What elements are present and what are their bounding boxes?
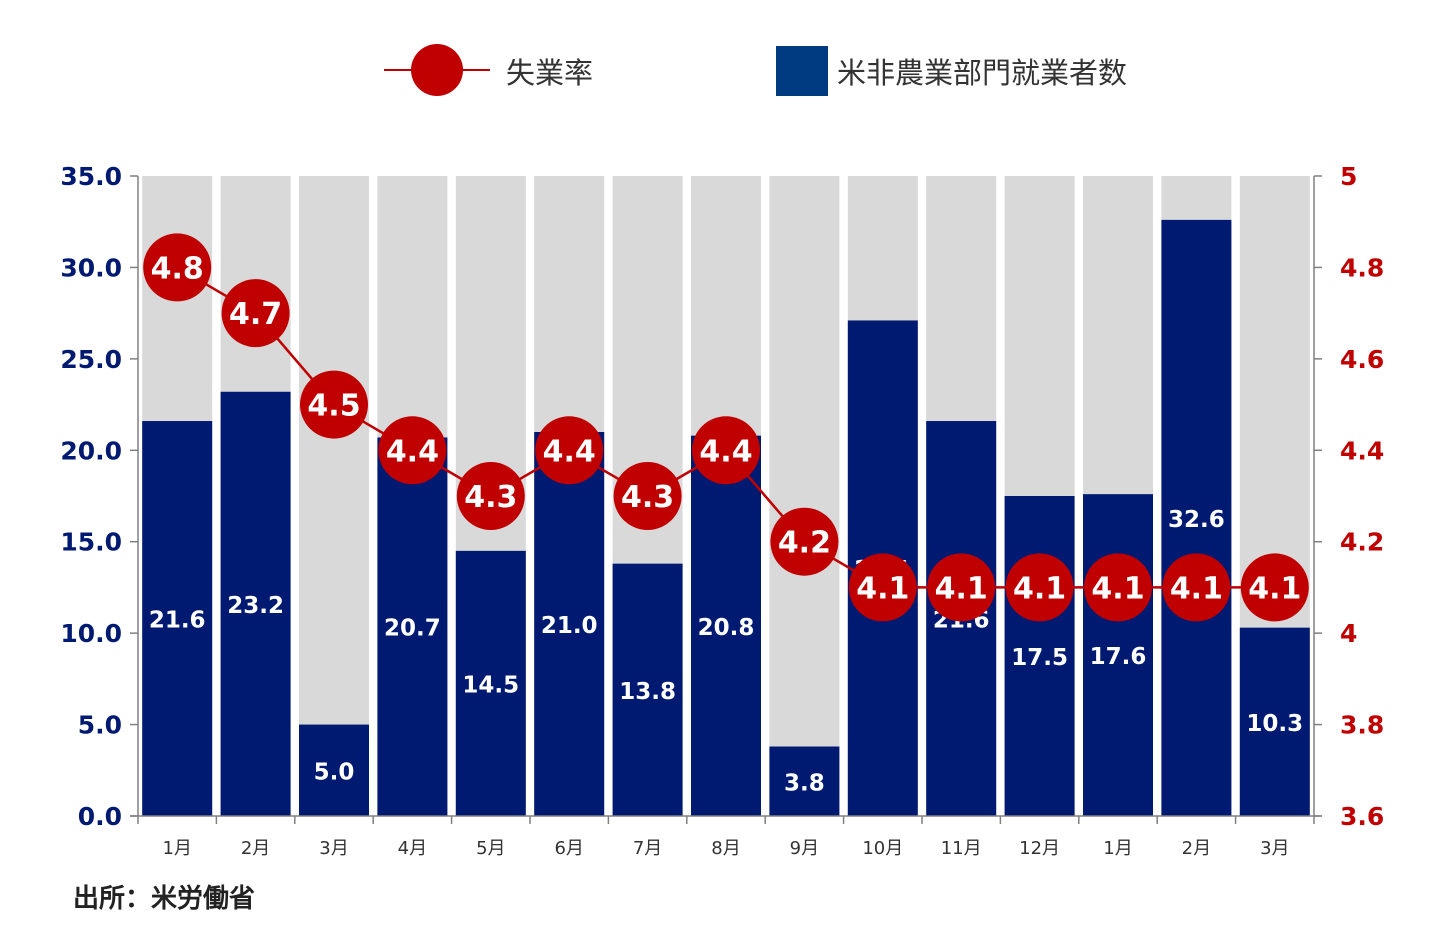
- right-tick-label: 4.6: [1340, 345, 1384, 374]
- x-tick-label: 4月: [398, 838, 427, 859]
- unemployment-point: [143, 233, 212, 302]
- unemployment-point: [770, 507, 839, 576]
- legend-label-unemployment: 失業率: [506, 56, 594, 90]
- bar-value-label: 10.3: [1246, 711, 1303, 737]
- legend-label-payrolls: 米非農業部門就業者数: [837, 56, 1128, 90]
- bar-value-label: 17.6: [1090, 644, 1147, 670]
- legend-circle-marker: [411, 44, 463, 96]
- unemployment-value-label: 4.7: [229, 297, 282, 332]
- x-tick-label: 11月: [941, 838, 982, 859]
- unemployment-value-label: 4.8: [151, 251, 204, 286]
- bar-value-label: 20.7: [384, 616, 441, 642]
- unemployment-value-label: 4.3: [621, 480, 674, 515]
- left-tick-label: 20.0: [60, 436, 122, 465]
- source-note: 出所：米労働省: [73, 884, 256, 914]
- unemployment-value-label: 4.1: [1013, 571, 1066, 606]
- bar-value-label: 32.6: [1168, 507, 1225, 533]
- unemployment-value-label: 4.1: [1170, 571, 1223, 606]
- bar: [1239, 627, 1310, 816]
- bar: [299, 724, 369, 816]
- x-tick-label: 5月: [476, 838, 505, 859]
- unemployment-value-label: 4.2: [778, 526, 831, 561]
- x-tick-label: 3月: [1260, 838, 1289, 859]
- left-tick-label: 15.0: [60, 528, 122, 557]
- unemployment-value-label: 4.4: [699, 434, 752, 469]
- left-tick-label: 10.0: [60, 619, 122, 648]
- x-tick-label: 3月: [319, 838, 348, 859]
- unemployment-point: [300, 370, 368, 439]
- right-tick-label: 3.8: [1340, 711, 1384, 740]
- bar: [455, 550, 526, 816]
- unemployment-point: [692, 416, 760, 485]
- unemployment-value-label: 4.1: [1091, 571, 1144, 606]
- unemployment-point: [1240, 553, 1309, 622]
- left-tick-label: 0.0: [78, 802, 122, 831]
- legend-item-unemployment: 失業率: [0, 42, 700, 98]
- bar: [220, 391, 291, 816]
- right-tick-label: 4: [1340, 619, 1357, 648]
- bar: [1083, 494, 1153, 816]
- left-tick-label: 25.0: [60, 345, 122, 374]
- bar-background: [299, 176, 369, 816]
- unemployment-value-label: 4.1: [935, 571, 988, 606]
- right-tick-label: 4.4: [1340, 436, 1384, 465]
- left-tick-label: 30.0: [60, 253, 122, 282]
- x-tick-label: 2月: [241, 838, 270, 859]
- unemployment-point: [927, 553, 996, 622]
- bar: [769, 746, 840, 816]
- bar: [612, 563, 683, 816]
- unemployment-point: [378, 416, 447, 485]
- bar-value-label: 3.8: [784, 770, 825, 796]
- right-tick-label: 4.8: [1340, 253, 1384, 282]
- x-tick-label: 12月: [1019, 838, 1060, 859]
- bar: [377, 437, 448, 816]
- legend-square-marker: [776, 46, 828, 96]
- bar: [142, 421, 213, 816]
- unemployment-value-label: 4.4: [543, 434, 596, 469]
- unemployment-point: [848, 553, 917, 622]
- bar-background: [769, 176, 840, 816]
- legend-item-payrolls: 米非農業部門就業者数: [700, 42, 1448, 98]
- right-tick-label: 5: [1340, 162, 1357, 191]
- left-tick-label: 5.0: [78, 711, 122, 740]
- bar: [534, 432, 605, 816]
- bar-value-label: 23.2: [227, 593, 284, 619]
- bar-value-label: 5.0: [314, 759, 355, 785]
- bar-value-label: 21.6: [149, 608, 206, 634]
- unemployment-value-label: 4.4: [386, 434, 439, 469]
- unemployment-point: [221, 279, 290, 348]
- x-tick-label: 9月: [790, 838, 819, 859]
- unemployment-value-label: 4.1: [856, 571, 909, 606]
- x-tick-label: 1月: [162, 838, 191, 859]
- unemployment-point: [1162, 553, 1231, 622]
- unemployment-point: [1084, 553, 1152, 622]
- bar-value-label: 14.5: [462, 672, 519, 698]
- bar: [1004, 496, 1075, 816]
- x-tick-label: 8月: [711, 838, 740, 859]
- unemployment-point: [613, 462, 682, 530]
- bar-value-label: 20.8: [698, 615, 755, 641]
- unemployment-value-label: 4.1: [1248, 571, 1301, 606]
- legend: 失業率 米非農業部門就業者数: [0, 42, 1448, 98]
- x-tick-label: 10月: [862, 838, 903, 859]
- right-tick-label: 3.6: [1340, 802, 1384, 831]
- bar-value-label: 17.5: [1011, 645, 1068, 671]
- left-tick-label: 35.0: [60, 162, 122, 191]
- bar: [691, 435, 761, 816]
- bar-value-label: 21.0: [541, 613, 598, 639]
- x-tick-label: 6月: [554, 838, 583, 859]
- right-tick-label: 4.2: [1340, 528, 1384, 557]
- unemployment-point: [456, 462, 525, 530]
- x-tick-label: 7月: [633, 838, 662, 859]
- bar-value-label: 13.8: [619, 679, 676, 705]
- x-tick-label: 1月: [1103, 838, 1132, 859]
- unemployment-value-label: 4.5: [307, 389, 360, 424]
- unemployment-value-label: 4.3: [464, 480, 517, 515]
- bar: [1161, 219, 1232, 816]
- x-tick-label: 2月: [1182, 838, 1211, 859]
- unemployment-point: [1005, 553, 1074, 622]
- unemployment-point: [535, 416, 604, 485]
